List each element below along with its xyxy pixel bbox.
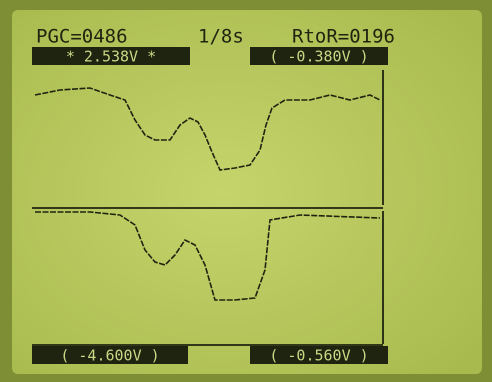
bottom-left-label: ( -4.600V ) [60, 347, 159, 365]
top-left-label: * 2.538V * [66, 48, 156, 66]
lcd-screen: PGC=0486 1/8s RtoR=0196 * 2.538V * ( -0.… [0, 0, 492, 382]
pgc-readout: PGC=0486 [36, 26, 128, 48]
bottom-right-label: ( -0.560V ) [269, 347, 368, 365]
sweep-rate: 1/8s [198, 26, 244, 48]
rtor-readout: RtoR=0196 [292, 26, 395, 48]
top-right-label: ( -0.380V ) [269, 48, 368, 66]
